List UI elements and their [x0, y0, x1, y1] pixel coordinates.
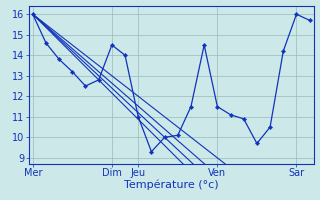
X-axis label: Température (°c): Température (°c)	[124, 180, 219, 190]
